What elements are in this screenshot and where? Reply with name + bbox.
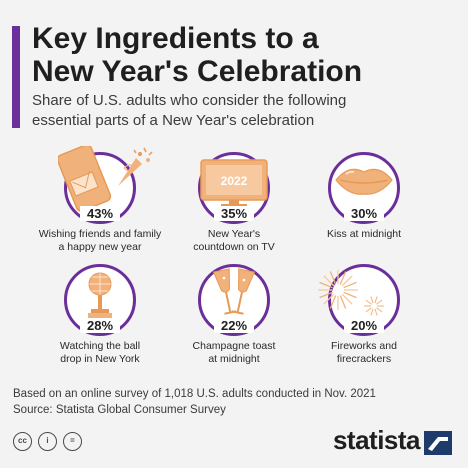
chart-title: Key Ingredients to a New Year's Celebrat… — [32, 22, 452, 88]
chart-title-line: New Year's Celebration — [32, 55, 363, 88]
value-label: 22% — [214, 318, 254, 333]
chart-subtitle-line: Share of U.S. adults who consider the fo… — [32, 92, 347, 109]
accent-bar — [12, 26, 20, 128]
category-label: Fireworks and firecrackers — [289, 340, 439, 366]
lips-icon — [334, 164, 394, 201]
attribution-icon: i — [38, 432, 57, 451]
chart-title-line: Key Ingredients to a — [32, 22, 319, 55]
category-label-line: at midnight — [208, 353, 260, 365]
survey-note: Based on an online survey of 1,018 U.S. … — [13, 388, 376, 400]
value-label: 43% — [80, 206, 120, 221]
cc-icon: cc — [13, 432, 32, 451]
value-label: 35% — [214, 206, 254, 221]
fireworks-icon — [314, 266, 388, 327]
category-label: Wishing friends and family a happy new ye… — [25, 228, 175, 254]
category-label-line: Kiss at midnight — [326, 228, 402, 240]
category-label: Watching the ball drop in New York — [25, 340, 175, 366]
value-label: 20% — [344, 318, 384, 333]
icon-circle — [328, 264, 400, 336]
value-label: 30% — [344, 206, 384, 221]
category-label-line: New Year's — [207, 228, 261, 240]
chart-subtitle: Share of U.S. adults who consider the fo… — [32, 91, 452, 131]
footnote: Based on an online survey of 1,018 U.S. … — [13, 386, 376, 418]
category-label-line: firecrackers — [336, 353, 392, 365]
category-label-line: Champagne toast — [192, 340, 276, 352]
category-label-line: Fireworks and — [331, 340, 397, 352]
statista-logo-text: statista — [332, 425, 421, 455]
category-label-line: Wishing friends and family — [38, 228, 162, 240]
category-label: Kiss at midnight — [289, 228, 439, 241]
svg-text:2022: 2022 — [221, 174, 248, 188]
value-label: 28% — [80, 318, 120, 333]
tv-2022-icon: 2022 — [199, 158, 269, 213]
no-derivatives-icon: = — [63, 432, 82, 451]
category-label: Champagne toast at midnight — [159, 340, 309, 366]
category-label: New Year's countdown on TV — [159, 228, 309, 254]
source-note: Source: Statista Global Consumer Survey — [13, 404, 226, 416]
statista-logo-icon — [424, 431, 452, 455]
category-label-line: drop in New York — [60, 353, 140, 365]
chart-subtitle-line: essential parts of a New Year's celebrat… — [32, 112, 315, 129]
disco-ball-icon — [85, 270, 115, 327]
category-label-line: countdown on TV — [193, 241, 275, 253]
category-label-line: Watching the ball — [59, 340, 141, 352]
category-label-line: a happy new year — [58, 241, 142, 253]
phone-envelope-confetti-icon — [56, 144, 158, 231]
champagne-glasses-icon — [212, 266, 256, 327]
